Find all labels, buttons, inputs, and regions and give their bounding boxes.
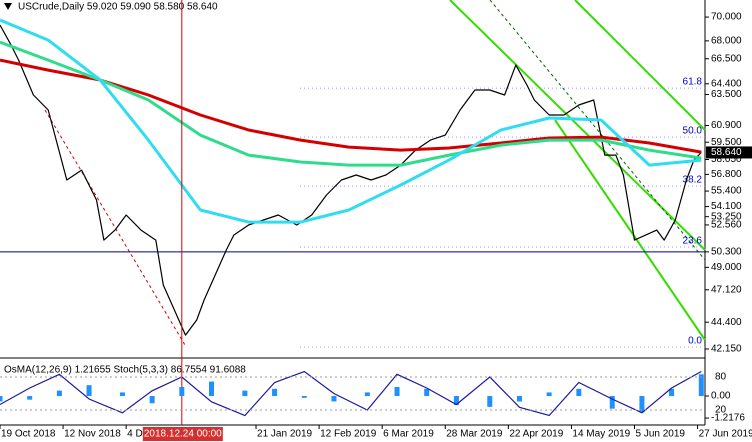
x-tick-label: 27 Jun 2019 <box>699 429 752 440</box>
fib-label: 38.2 <box>683 175 703 186</box>
price-line <box>0 24 702 336</box>
osma-bar <box>487 396 493 407</box>
price-line <box>0 40 702 167</box>
x-tick-label: 14 May 2019 <box>572 429 630 440</box>
price-line <box>0 18 702 224</box>
y-tick-label: 68.000 <box>711 36 742 47</box>
x-tick-label: 21 Jan 2019 <box>257 429 312 440</box>
y-tick-label: 60.900 <box>711 120 742 131</box>
chart-title: USCrude,Daily 59.020 59.090 58.580 58.64… <box>18 2 218 13</box>
y-tick-label: 56.800 <box>711 169 742 180</box>
osma-bar <box>242 390 248 397</box>
fib-label: 50.0 <box>683 126 703 137</box>
x-tick-label: 5 Jun 2019 <box>636 429 686 440</box>
y-tick-label: 49.000 <box>711 262 742 273</box>
osma-bar <box>364 392 370 397</box>
y-tick-label: 63.500 <box>711 89 742 100</box>
osma-bar <box>639 396 645 413</box>
y-tick-label: 80 <box>715 372 727 383</box>
cursor-box <box>142 427 223 441</box>
title-icon <box>4 3 12 10</box>
osma-bar <box>149 396 155 404</box>
osma-bar <box>272 388 278 397</box>
osma-bar <box>424 388 430 397</box>
y-tick-label: 70.000 <box>711 12 742 23</box>
y-tick-label: 55.400 <box>711 186 742 197</box>
current-price-box <box>706 146 752 159</box>
osma-bar <box>56 390 62 397</box>
osma-bar <box>669 388 675 397</box>
osma-bar <box>209 381 214 397</box>
y-tick-label: 44.400 <box>711 317 742 328</box>
channel-line <box>574 0 706 131</box>
y-tick-label: 54.100 <box>711 201 742 212</box>
x-tick-label: 19 Oct 2018 <box>1 429 56 440</box>
y-tick-label: 58.050 <box>711 154 742 165</box>
fib-label: 61.8 <box>683 77 703 88</box>
y-tick-label: 50.300 <box>711 247 742 258</box>
osma-bar <box>119 392 125 397</box>
osma-bar <box>453 396 459 406</box>
osma-bar <box>179 386 185 397</box>
x-tick-label: 28 Mar 2019 <box>446 429 503 440</box>
x-tick-label: 6 Mar 2019 <box>383 429 434 440</box>
osma-bar <box>516 396 522 402</box>
osma-bar <box>0 396 3 402</box>
trend-line <box>489 0 706 261</box>
cursor-label: 2018.12.24 00:00 <box>144 429 222 440</box>
y-tick-label: 66.500 <box>711 53 742 64</box>
x-tick-label: 22 Apr 2019 <box>509 429 563 440</box>
osma-bar <box>331 396 337 402</box>
y-tick-label: 20 <box>715 405 727 416</box>
osma-bar <box>394 386 400 397</box>
price-line <box>0 58 702 154</box>
x-tick-label: 12 Nov 2018 <box>64 429 121 440</box>
channel-line <box>554 119 706 341</box>
osma-bar <box>546 392 552 397</box>
oscillator-title: OsMA(12,26,9) 1.21655 Stoch(5,3,3) 86.75… <box>4 365 246 376</box>
osma-bar <box>698 374 704 397</box>
osma-bar <box>609 396 615 409</box>
fib-label: 0.0 <box>688 336 702 347</box>
y-tick-label: 47.120 <box>711 284 742 295</box>
osma-bar <box>301 396 307 398</box>
osma-bar <box>576 388 582 397</box>
osma-bar <box>27 396 33 400</box>
osma-bar <box>86 385 92 397</box>
y-tick-label: 59.500 <box>711 137 742 148</box>
y-tick-label: 53.250 <box>711 211 742 222</box>
y2-tick-label: -1.2176 <box>711 413 745 424</box>
x-tick-label: 12 Feb 2019 <box>320 429 377 440</box>
y-tick-label: 42.150 <box>711 344 742 355</box>
y2-tick-label: 0.00 <box>711 391 731 402</box>
y-tick-label: 52.560 <box>711 220 742 231</box>
current-price-label: 58.640 <box>711 147 742 158</box>
y-tick-label: 64.400 <box>711 78 742 89</box>
fib-label: 23.6 <box>683 236 703 247</box>
